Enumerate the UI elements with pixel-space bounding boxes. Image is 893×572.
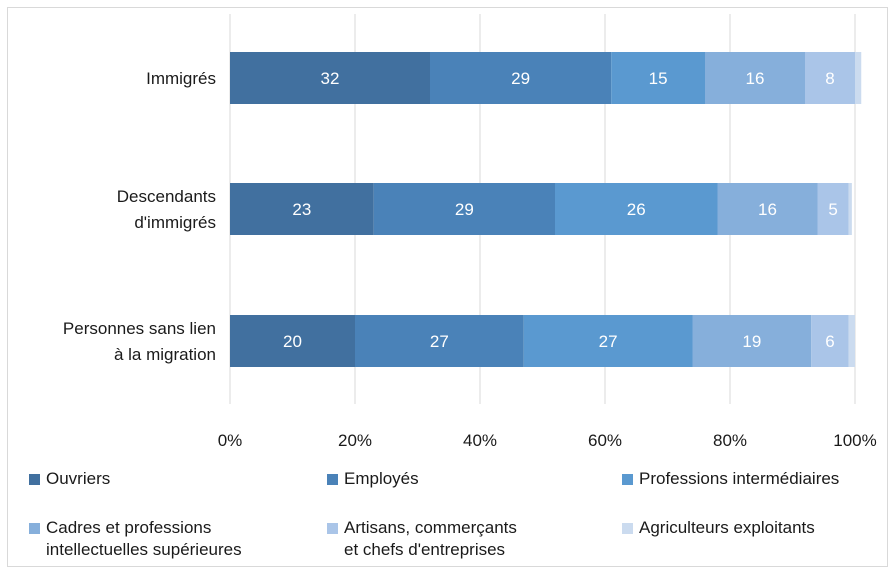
legend-swatch <box>29 474 40 485</box>
bar-segment <box>817 183 849 235</box>
bar-segment <box>430 52 612 104</box>
x-tick-label: 20% <box>338 431 372 450</box>
x-tick-label: 60% <box>588 431 622 450</box>
legend-label: Agriculteurs exploitants <box>639 518 815 537</box>
category-label: Personnes sans lien à la migration <box>63 319 216 364</box>
legend-swatch <box>622 523 633 534</box>
bar-segment <box>555 183 718 235</box>
legend-item: Artisans, commerçants et chefs d'entrepr… <box>327 517 517 561</box>
data-label: 26 <box>627 200 646 219</box>
x-tick-label: 40% <box>463 431 497 450</box>
chart-frame <box>7 7 888 567</box>
legend-item: Ouvriers <box>29 468 110 490</box>
data-label: 27 <box>430 332 449 351</box>
bar-segment <box>523 315 693 367</box>
bar-segment <box>355 315 524 367</box>
legend-label: Ouvriers <box>46 469 111 488</box>
data-label: 23 <box>292 200 311 219</box>
legend-item: Agriculteurs exploitants <box>622 517 815 539</box>
x-tick-label: 0% <box>218 431 243 450</box>
data-label: 29 <box>455 200 474 219</box>
data-label: 5 <box>828 200 837 219</box>
bar-segment <box>805 52 855 104</box>
bar-segment <box>611 52 705 104</box>
x-tick-label: 100% <box>833 431 876 450</box>
data-label: 15 <box>649 69 668 88</box>
bar-segment <box>230 315 355 367</box>
data-label: 16 <box>746 69 765 88</box>
data-label: 27 <box>599 332 618 351</box>
bar-segment <box>230 52 430 104</box>
legend-label: Professions intermédiaires <box>639 469 840 488</box>
legend-swatch <box>327 523 338 534</box>
data-label: 19 <box>742 332 761 351</box>
data-label: 20 <box>283 332 302 351</box>
bar-segment <box>848 183 852 235</box>
legend-label: Cadres et professions intellectuelles su… <box>46 518 242 559</box>
data-label: 32 <box>321 69 340 88</box>
bar-segment <box>230 183 374 235</box>
bar-segment <box>692 315 812 367</box>
legend-swatch <box>29 523 40 534</box>
legend-label: Artisans, commerçants et chefs d'entrepr… <box>344 518 517 559</box>
x-tick-label: 80% <box>713 431 747 450</box>
legend-item: Professions intermédiaires <box>622 468 839 490</box>
bar-segment <box>855 52 862 104</box>
bar-segment <box>717 183 818 235</box>
legend-label: Employés <box>344 469 419 488</box>
bar-segment <box>811 315 849 367</box>
legend-swatch <box>622 474 633 485</box>
legend-swatch <box>327 474 338 485</box>
data-label: 16 <box>758 200 777 219</box>
bar-segment <box>705 52 805 104</box>
category-label: Immigrés <box>146 69 216 88</box>
legend-item: Cadres et professions intellectuelles su… <box>29 517 242 561</box>
bar-segment <box>373 183 555 235</box>
data-label: 6 <box>825 332 834 351</box>
legend-item: Employés <box>327 468 419 490</box>
bar-segment <box>848 315 855 367</box>
data-label: 29 <box>511 69 530 88</box>
data-label: 8 <box>825 69 834 88</box>
category-label: Descendants d'immigrés <box>117 187 216 232</box>
